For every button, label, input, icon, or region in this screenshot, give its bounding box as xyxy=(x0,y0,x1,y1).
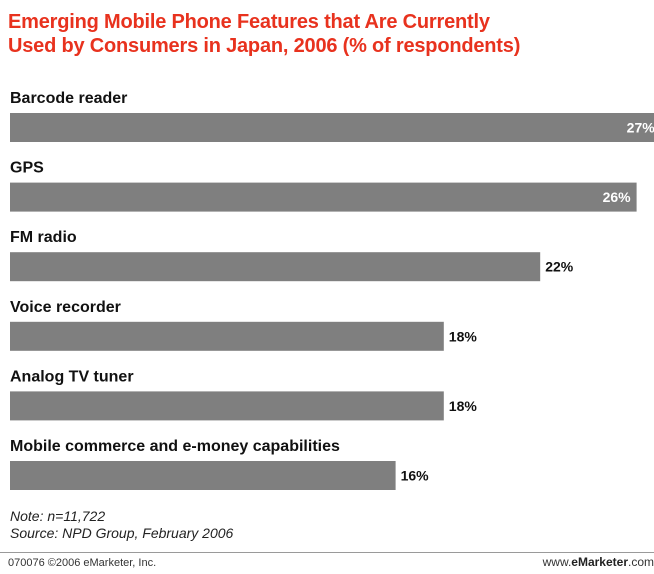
value-label: 26% xyxy=(603,189,632,205)
source-note: Source: NPD Group, February 2006 xyxy=(10,525,234,541)
value-label: 22% xyxy=(545,259,574,275)
bar xyxy=(10,182,637,212)
brand-url: www.eMarketer.com xyxy=(542,555,654,569)
bar xyxy=(10,321,444,351)
chart-title-line-2: Used by Consumers in Japan, 2006 (% of r… xyxy=(8,35,521,57)
footnote: Note: n=11,722 Source: NPD Group, Februa… xyxy=(10,508,233,542)
category-label: FM radio xyxy=(10,229,77,246)
value-label: 18% xyxy=(449,328,478,344)
category-label: Voice recorder xyxy=(10,299,121,316)
footer-divider xyxy=(0,552,654,553)
brand-name: eMarketer xyxy=(571,555,628,569)
bar xyxy=(10,391,444,421)
category-label: Barcode reader xyxy=(10,90,127,107)
category-label: Mobile commerce and e-money capabilities xyxy=(10,438,340,455)
chart-title-line-1: Emerging Mobile Phone Features that Are … xyxy=(8,11,490,33)
value-label: 18% xyxy=(449,398,478,414)
sample-note: Note: n=11,722 xyxy=(10,508,106,524)
bar-chart: Barcode reader 27% GPS 26% FM radio 22% Voice … xyxy=(10,90,654,490)
chart-title: Emerging Mobile Phone Features that Are … xyxy=(8,10,648,58)
bar xyxy=(10,461,396,490)
value-label: 27% xyxy=(627,120,654,136)
copyright-text: 070076 ©2006 eMarketer, Inc. xyxy=(8,557,157,569)
bar xyxy=(10,113,654,142)
category-label: GPS xyxy=(10,160,44,177)
category-label: Analog TV tuner xyxy=(10,368,134,385)
bar xyxy=(10,252,541,282)
value-label: 16% xyxy=(401,468,430,484)
